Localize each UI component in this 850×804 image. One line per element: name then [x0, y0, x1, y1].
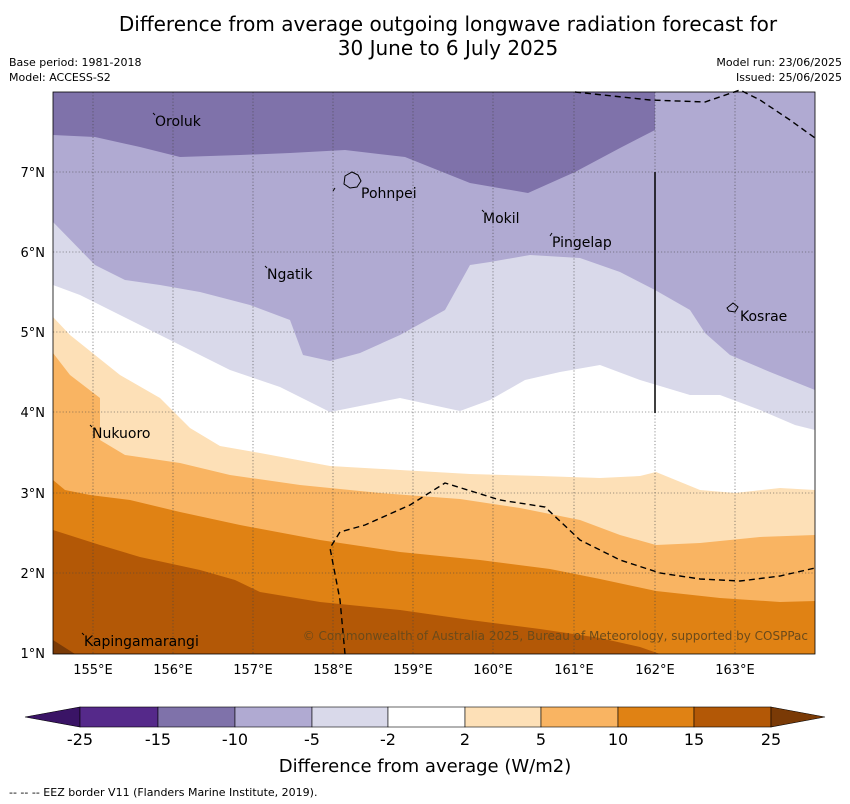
- y-tick-1: 1°N: [21, 647, 46, 662]
- place-oroluk: Oroluk: [155, 114, 202, 130]
- pohnpei-reef-mark: [332, 187, 336, 192]
- issued-date: Issued: 25/06/2025: [735, 71, 842, 84]
- meta-right: Model run: 23/06/2025 Issued: 25/06/2025: [716, 55, 842, 85]
- cb-tick-minus5: -5: [304, 730, 320, 749]
- x-tick-157: 157°E: [233, 663, 273, 678]
- colorbar-bin-1: [79, 706, 159, 728]
- copyright-credit: © Commonwealth of Australia 2025, Bureau…: [303, 629, 808, 643]
- y-tick-2: 2°N: [21, 567, 46, 582]
- place-markers: [81, 112, 553, 636]
- gridlines: [53, 92, 815, 654]
- model-name: Model: ACCESS-S2: [9, 71, 111, 84]
- title-line-2: 30 June to 6 July 2025: [337, 36, 559, 60]
- place-ngatik: Ngatik: [267, 267, 313, 283]
- colorbar-bin-9: [693, 706, 772, 728]
- x-tick-155: 155°E: [73, 663, 113, 678]
- x-tick-156: 156°E: [153, 663, 193, 678]
- x-tick-162: 162°E: [635, 663, 675, 678]
- place-pingelap: Pingelap: [552, 235, 612, 251]
- y-tick-4: 4°N: [21, 406, 46, 421]
- cb-tick-10: 10: [608, 730, 628, 749]
- cb-tick-minus25: -25: [67, 730, 93, 749]
- eez-footnote: -- -- -- EEZ border V11 (Flanders Marine…: [9, 786, 318, 799]
- place-kosrae: Kosrae: [740, 309, 787, 325]
- colorbar-bin-8: [617, 706, 695, 728]
- band-minus-15-to-10: [53, 92, 655, 193]
- colorbar-bin-3: [234, 706, 313, 728]
- colorbar: [24, 706, 826, 728]
- colorbar-bin-2: [157, 706, 236, 728]
- place-kapingamarangi: Kapingamarangi: [84, 634, 199, 650]
- plot-frame: [52, 91, 816, 655]
- colorbar-label: Difference from average (W/m2): [279, 756, 571, 777]
- colorbar-ticks: -25 -15 -10 -5 -2 2 5 10 15 25: [67, 730, 781, 749]
- y-tick-7: 7°N: [21, 166, 46, 181]
- band-25-plus: [53, 640, 75, 654]
- contour-fill: [53, 92, 815, 654]
- y-axis-ticks: 1°N 2°N 3°N 4°N 5°N 6°N 7°N: [21, 166, 46, 662]
- place-mokil: Mokil: [483, 211, 520, 227]
- base-period: Base period: 1981-2018: [9, 56, 142, 69]
- y-tick-6: 6°N: [21, 246, 46, 261]
- y-tick-3: 3°N: [21, 487, 46, 502]
- colorbar-bin-4: [311, 706, 389, 728]
- eez-border-north: [574, 89, 816, 139]
- x-tick-160: 160°E: [473, 663, 513, 678]
- cb-tick-25: 25: [761, 730, 781, 749]
- cb-tick-15: 15: [684, 730, 704, 749]
- band-15-to-25: [53, 530, 660, 654]
- cb-tick-minus10: -10: [222, 730, 248, 749]
- x-tick-158: 158°E: [313, 663, 353, 678]
- model-run: Model run: 23/06/2025: [716, 56, 842, 69]
- cb-tick-minus2: -2: [380, 730, 396, 749]
- x-axis-ticks: 155°E 156°E 157°E 158°E 159°E 160°E 161°…: [73, 663, 755, 678]
- colorbar-bin-5: [387, 706, 466, 728]
- title-line-1: Difference from average outgoing longwav…: [118, 12, 778, 36]
- cb-tick-5: 5: [536, 730, 546, 749]
- cb-tick-2: 2: [460, 730, 470, 749]
- place-labels: Oroluk Pohnpei Mokil Pingelap Ngatik Kos…: [84, 114, 787, 650]
- band-minus-10-to-5: [53, 92, 815, 390]
- colorbar-extend-high: [770, 706, 826, 728]
- y-tick-5: 5°N: [21, 326, 46, 341]
- colorbar-extend-low: [24, 706, 81, 728]
- eez-border-south: [329, 482, 816, 655]
- colorbar-bin-6: [464, 706, 542, 728]
- cb-tick-minus15: -15: [145, 730, 171, 749]
- meta-left: Base period: 1981-2018 Model: ACCESS-S2: [9, 55, 141, 85]
- place-pohnpei: Pohnpei: [361, 186, 417, 202]
- map-title: Difference from average outgoing longwav…: [0, 12, 850, 60]
- x-tick-159: 159°E: [393, 663, 433, 678]
- kosrae-island-shape: [726, 302, 739, 313]
- x-tick-163: 163°E: [715, 663, 755, 678]
- eez-borders: [329, 89, 816, 655]
- colorbar-bin-7: [540, 706, 619, 728]
- x-tick-161: 161°E: [554, 663, 594, 678]
- place-nukuoro: Nukuoro: [92, 426, 150, 442]
- pohnpei-island-shape: [343, 171, 362, 189]
